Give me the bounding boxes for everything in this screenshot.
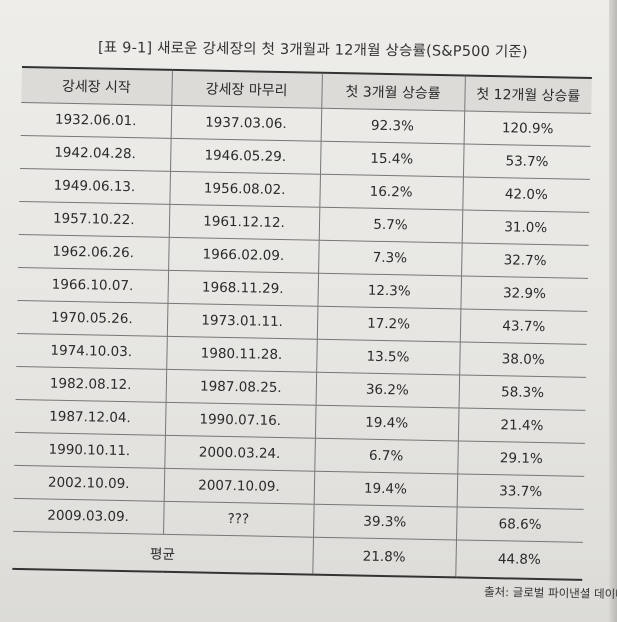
cell-12m: 32.7%: [461, 242, 589, 279]
average-label: 평균: [12, 531, 314, 575]
cell-3m: 92.3%: [320, 108, 465, 144]
cell-3m: 5.7%: [318, 207, 463, 243]
cell-start: 1957.10.22.: [18, 201, 170, 238]
cell-start: 1982.08.12.: [15, 366, 167, 403]
cell-12m: 29.1%: [457, 440, 585, 477]
cell-12m: 33.7%: [456, 473, 585, 510]
cell-start: 1949.06.13.: [19, 168, 171, 205]
cell-end: 1990.07.16.: [164, 402, 316, 439]
header-12m: 첫 12개월 상승률: [464, 75, 592, 114]
cell-end: 1946.05.29.: [170, 138, 321, 175]
cell-3m: 7.3%: [318, 240, 462, 276]
cell-start: 1970.05.26.: [16, 300, 168, 337]
table-caption: [표 9-1] 새로운 강세장의 첫 3개월과 12개월 상승률(S&P500 …: [97, 40, 528, 61]
source-note: 출처: 글로벌 파이낸셜 데이터: [483, 584, 617, 602]
cell-12m: 42.0%: [462, 176, 590, 213]
cell-3m: 17.2%: [316, 306, 461, 342]
cell-3m: 15.4%: [319, 141, 464, 177]
cell-12m: 68.6%: [455, 506, 584, 543]
table-body: 1932.06.01. 1937.03.06. 92.3% 120.9% 1942.04…: [13, 102, 592, 543]
cell-12m: 120.9%: [463, 110, 592, 147]
cell-12m: 53.7%: [462, 143, 591, 180]
cell-start: 2002.10.09.: [13, 465, 165, 502]
page-edge: [609, 0, 617, 622]
cell-3m: 19.4%: [313, 471, 458, 507]
cell-3m: 36.2%: [315, 372, 460, 408]
cell-end: 1937.03.06.: [170, 105, 322, 142]
cell-end: 1966.02.09.: [168, 237, 319, 274]
cell-end: 1968.11.29.: [167, 270, 319, 307]
average-3m: 21.8%: [312, 537, 456, 578]
cell-12m: 38.0%: [459, 341, 587, 378]
cell-end: 2007.10.09.: [163, 468, 315, 505]
cell-12m: 43.7%: [459, 308, 588, 345]
average-12m: 44.8%: [455, 539, 583, 580]
cell-end: 1961.12.12.: [168, 204, 320, 241]
cell-3m: 12.3%: [317, 273, 462, 309]
cell-end: 1987.08.25.: [165, 369, 317, 406]
bull-market-table: 강세장 시작 강세장 마무리 첫 3개월 상승률 첫 12개월 상승률 1932…: [12, 66, 592, 581]
cell-start: 1932.06.01.: [20, 102, 172, 139]
cell-3m: 19.4%: [314, 405, 459, 441]
cell-start: 1990.10.11.: [14, 432, 165, 469]
cell-3m: 39.3%: [313, 504, 457, 540]
cell-end: 1980.11.28.: [166, 336, 317, 373]
cell-12m: 32.9%: [460, 275, 589, 312]
cell-start: 1942.04.28.: [20, 135, 171, 172]
cell-start: 1966.10.07.: [17, 267, 169, 304]
header-start: 강세장 시작: [21, 66, 172, 106]
header-3m: 첫 3개월 상승률: [321, 72, 465, 111]
cell-start: 1987.12.04.: [14, 399, 166, 436]
table-container: 강세장 시작 강세장 마무리 첫 3개월 상승률 첫 12개월 상승률 1932…: [12, 66, 592, 581]
cell-start: 2009.03.09.: [13, 498, 164, 535]
cell-end: ???: [163, 501, 314, 538]
cell-3m: 6.7%: [314, 438, 458, 474]
cell-end: 1973.01.11.: [166, 303, 318, 340]
cell-end: 1956.08.02.: [169, 171, 320, 208]
cell-start: 1962.06.26.: [18, 234, 169, 271]
cell-12m: 21.4%: [457, 407, 586, 444]
cell-12m: 58.3%: [458, 374, 587, 411]
cell-3m: 16.2%: [319, 174, 463, 210]
cell-3m: 13.5%: [316, 339, 460, 375]
cell-end: 2000.03.24.: [164, 435, 315, 472]
cell-start: 1974.10.03.: [16, 333, 167, 370]
cell-12m: 31.0%: [461, 209, 590, 246]
header-end: 강세장 마무리: [171, 69, 322, 109]
